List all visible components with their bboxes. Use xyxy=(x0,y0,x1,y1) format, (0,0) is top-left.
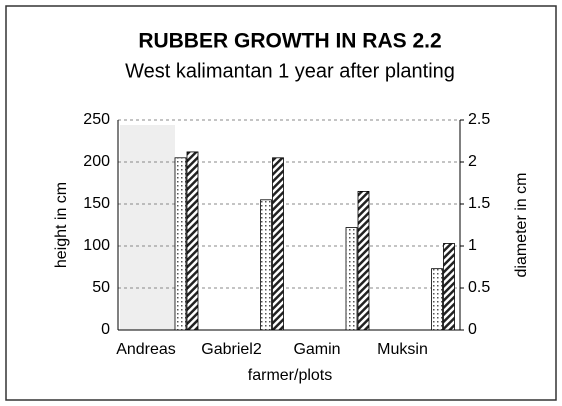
chart-title: RUBBER GROWTH IN RAS 2.2 xyxy=(138,30,441,53)
y-tick-label: 50 xyxy=(92,279,110,296)
x-tick-label: Gabriel2 xyxy=(201,341,262,358)
chart-subtitle: West kalimantan 1 year after planting xyxy=(125,60,455,82)
y2-tick-label: 2.5 xyxy=(468,111,490,128)
y-tick-label: 250 xyxy=(83,111,110,128)
x-tick-label: Gamin xyxy=(293,341,340,358)
legend-shade xyxy=(120,125,175,330)
y-tick-label: 0 xyxy=(101,321,110,338)
y-tick-label: 150 xyxy=(83,195,110,212)
bar xyxy=(345,227,358,331)
x-axis-title: farmer/plots xyxy=(248,367,332,384)
bar xyxy=(186,151,199,331)
bar xyxy=(174,157,187,331)
y-tick-label: 100 xyxy=(83,237,110,254)
y2-tick-label: 2 xyxy=(468,153,477,170)
x-tick-label: Andreas xyxy=(116,341,176,358)
y2-tick-label: 0 xyxy=(468,321,477,338)
x-tick-label: Muksin xyxy=(377,341,428,358)
y2-tick-label: 0.5 xyxy=(468,279,490,296)
y2-axis-title: diameter in cm xyxy=(513,173,530,278)
bar xyxy=(357,190,370,331)
bar xyxy=(272,157,284,331)
y-tick-label: 200 xyxy=(83,153,110,170)
bar xyxy=(443,243,455,331)
y2-tick-label: 1 xyxy=(468,237,477,254)
bar xyxy=(431,268,443,331)
bar xyxy=(260,199,272,331)
y2-tick-label: 1.5 xyxy=(468,195,490,212)
y-axis-title: height in cm xyxy=(53,182,70,268)
